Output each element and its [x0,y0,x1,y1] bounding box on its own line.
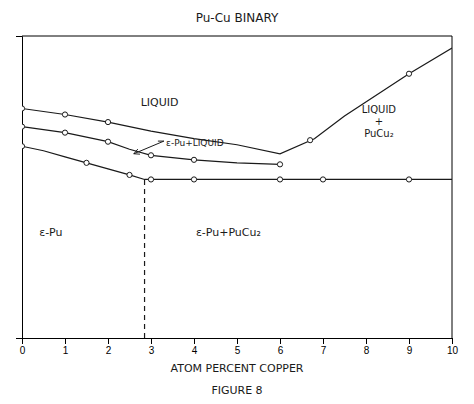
x-tick-mark [452,338,453,344]
region-label: ε-Pu [39,226,62,239]
point [62,130,67,135]
region-label-line: LIQUID [141,96,179,109]
region-label: ε-Pu+LIQUID [166,138,224,148]
x-tick-label: 6 [278,345,284,356]
point [22,106,25,111]
x-tick-label: 10 [447,345,459,356]
point [105,139,110,144]
region-label-line: ε-Pu [39,226,62,239]
x-label: ATOM PERCENT COPPER [171,362,304,375]
x-tick-mark [237,338,238,344]
point-group [22,144,412,182]
x-tick: 4 [192,338,198,356]
curve [22,146,452,179]
region-label-line: PuCu₂ [364,128,394,139]
x-tick-mark [194,338,195,344]
marks [22,48,452,338]
x-axis-line [23,339,453,345]
point [148,177,153,182]
chart: 012345678910LIQUIDLIQUID+PuCu₂ε-Pu+LIQUI… [0,0,474,404]
arrow-bracket [158,141,164,142]
x-tick: 3 [149,338,155,356]
x-tick-mark [65,338,66,344]
point [406,71,411,76]
point [406,177,411,182]
region-label: LIQUID [141,96,179,109]
x-tick: 5 [235,338,241,356]
arrow [134,141,164,154]
region-label-line: ε-Pu+PuCu₂ [196,226,261,239]
point [84,160,89,165]
x-tick-mark [151,338,152,344]
x-tick-label: 0 [20,345,26,356]
x-tick: 10 [447,338,459,356]
point [277,177,282,182]
point [308,138,313,143]
x-tick: 8 [364,338,370,356]
x-axis: 0 1 2 3 4 5 6 7 8 9 10 [20,338,459,356]
region-label-line: LIQUID [362,104,397,115]
point-group [22,71,412,143]
region-label: ε-Pu+PuCu₂ [196,226,261,239]
point [22,144,25,149]
x-tick-mark [409,338,410,344]
x-tick: 2 [106,338,112,356]
frame-right [452,36,453,338]
x-tick-label: 8 [364,345,370,356]
point [62,112,67,117]
x-tick-mark [108,338,109,344]
region-label-line: ε-Pu+LIQUID [166,138,224,148]
x-tick-mark [280,338,281,344]
x-tick: 7 [321,338,327,356]
y-axis [16,37,23,339]
region-label-line: + [375,116,383,127]
frame-top [22,36,452,37]
x-tick-label: 9 [407,345,413,356]
x-tick-label: 3 [149,345,155,356]
x-tick-label: 7 [321,345,327,356]
point [277,162,282,167]
x-tick-label: 1 [63,345,69,356]
point-group [22,124,283,167]
point [191,177,196,182]
point [191,157,196,162]
x-tick: 6 [278,338,284,356]
curve [22,127,280,165]
x-tick-label: 4 [192,345,198,356]
title: Pu-Cu BINARY [196,11,279,25]
point [22,124,25,129]
annotations: LIQUIDLIQUID+PuCu₂ε-Pu+LIQUIDε-Puε-Pu+Pu… [39,96,396,239]
x-tick: 0 [20,338,26,356]
x-tick-mark [366,338,367,344]
region-label: LIQUID+PuCu₂ [362,104,397,139]
point [127,172,132,177]
x-tick-label: 2 [106,345,112,356]
x-tick: 9 [407,338,413,356]
x-tick: 1 [63,338,69,356]
curve [22,48,452,154]
x-tick-label: 5 [235,345,241,356]
point [320,177,325,182]
y-axis-line [16,37,23,339]
point [105,119,110,124]
plot-area: 012345678910LIQUIDLIQUID+PuCu₂ε-Pu+LIQUI… [16,36,458,356]
x-tick-mark [323,338,324,344]
dashed-line [144,179,145,338]
caption: FIGURE 8 [211,384,262,397]
point [148,153,153,158]
